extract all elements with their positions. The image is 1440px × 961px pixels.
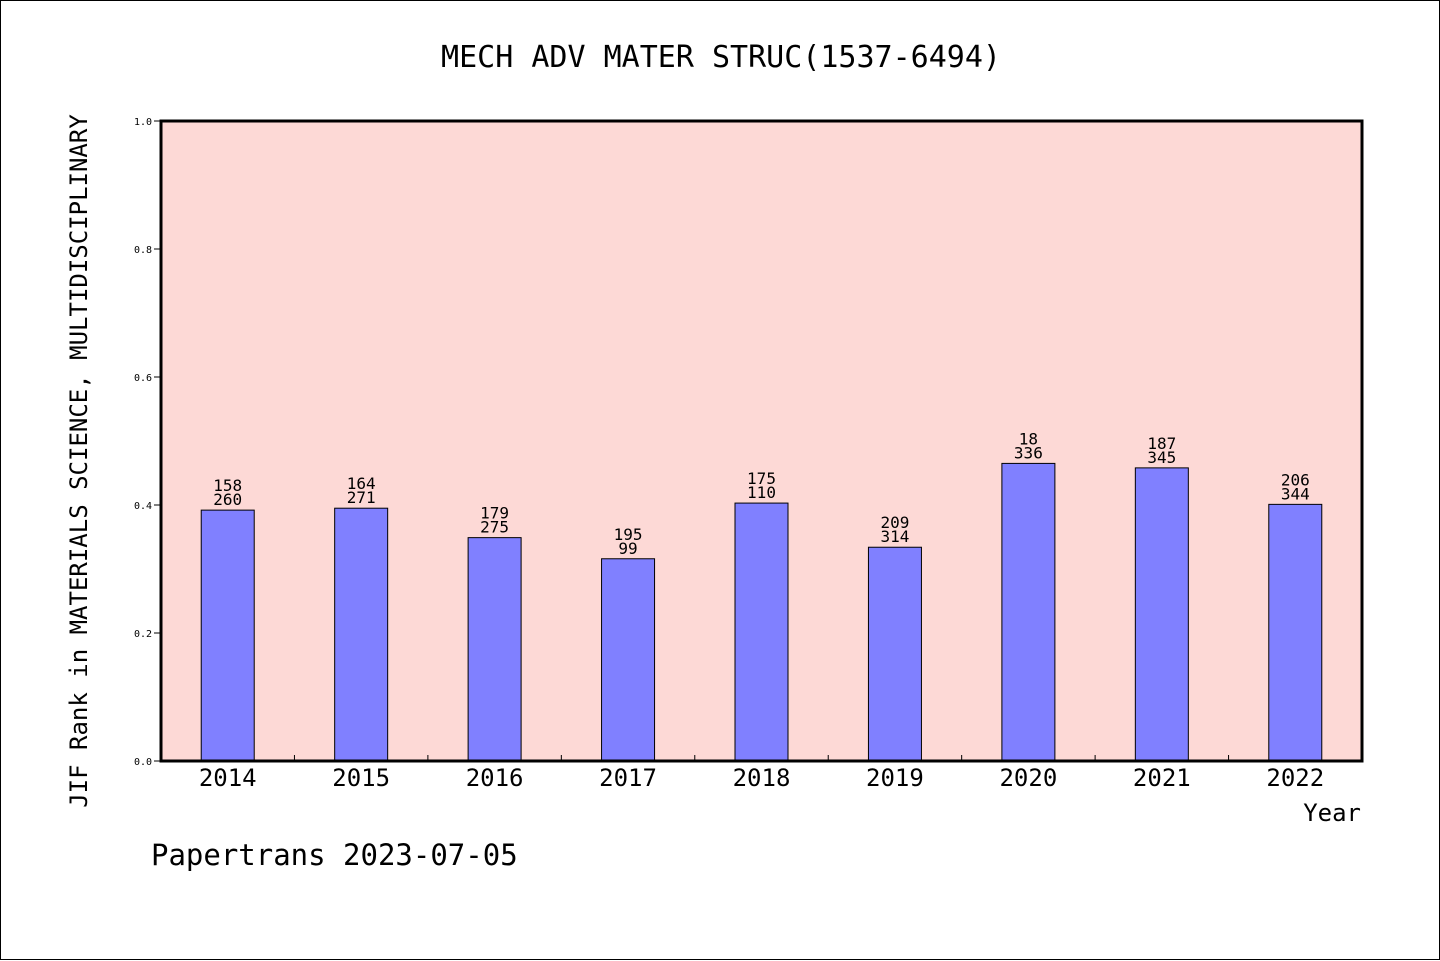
bar-label-bottom: 314 (880, 527, 909, 546)
bar-label-top: 179 (480, 504, 509, 523)
bar-label-bottom: 345 (1147, 448, 1176, 467)
y-tick-label: 0.2 (134, 629, 152, 640)
x-tick-label: 2022 (1266, 764, 1324, 792)
x-tick-label: 2019 (866, 764, 924, 792)
plot-border (159, 119, 1364, 763)
x-axis-label: Year (1303, 799, 1361, 827)
footer-text: Papertrans 2023-07-05 (151, 838, 518, 872)
bar-label-bottom: 344 (1281, 484, 1310, 503)
bar-label-bottom: 271 (347, 488, 376, 507)
bar-label-bottom: 110 (747, 483, 776, 502)
x-tick-label: 2016 (466, 764, 524, 792)
y-tick-label: 0.4 (134, 501, 152, 512)
y-tick-label: 0.8 (134, 245, 152, 256)
x-tick-label: 2014 (199, 764, 257, 792)
bar-label-top: 158 (213, 476, 242, 495)
x-tick-label: 2021 (1133, 764, 1191, 792)
x-tick-label: 2017 (599, 764, 657, 792)
bar-label-bottom: 336 (1014, 443, 1043, 462)
bar-2018 (734, 502, 789, 762)
bar-label-top: 175 (747, 469, 776, 488)
y-axis: 0.0 0.2 0.4 0.6 0.8 1.0 (134, 117, 161, 768)
bar-2020 (1001, 462, 1056, 762)
x-tick-label: 2015 (332, 764, 390, 792)
x-tick-label: 2020 (999, 764, 1057, 792)
y-axis-label: JIF Rank in MATERIALS SCIENCE, MULTIDISC… (65, 114, 93, 808)
bar-label-bottom: 260 (213, 490, 242, 509)
bar-2022 (1268, 503, 1323, 762)
x-tick-label: 2018 (733, 764, 791, 792)
y-tick-label: 0.0 (134, 757, 152, 768)
bar-label-top: 187 (1147, 434, 1176, 453)
bar-2017 (601, 558, 656, 762)
bar-label-top: 18 (1019, 429, 1038, 448)
y-tick-label: 1.0 (134, 117, 152, 128)
bar-label-top: 209 (880, 513, 909, 532)
y-tick-label: 0.6 (134, 373, 152, 384)
chart-title: MECH ADV MATER STRUC(1537-6494) (441, 40, 1001, 75)
x-axis: 2014 2015 2016 2017 2018 2019 2020 2021 2022 (199, 755, 1324, 792)
bar-label-top: 164 (347, 474, 376, 493)
bar-label-top: 206 (1281, 470, 1310, 489)
bar-2015 (334, 507, 389, 762)
bar-2016 (467, 537, 522, 762)
bar-label-top: 195 (614, 525, 643, 544)
bar-2014 (200, 509, 255, 762)
bar-2021 (1134, 467, 1189, 762)
bar-label-bottom: 275 (480, 518, 509, 537)
bar-label-bottom: 99 (618, 539, 637, 558)
bar-2019 (867, 546, 922, 762)
